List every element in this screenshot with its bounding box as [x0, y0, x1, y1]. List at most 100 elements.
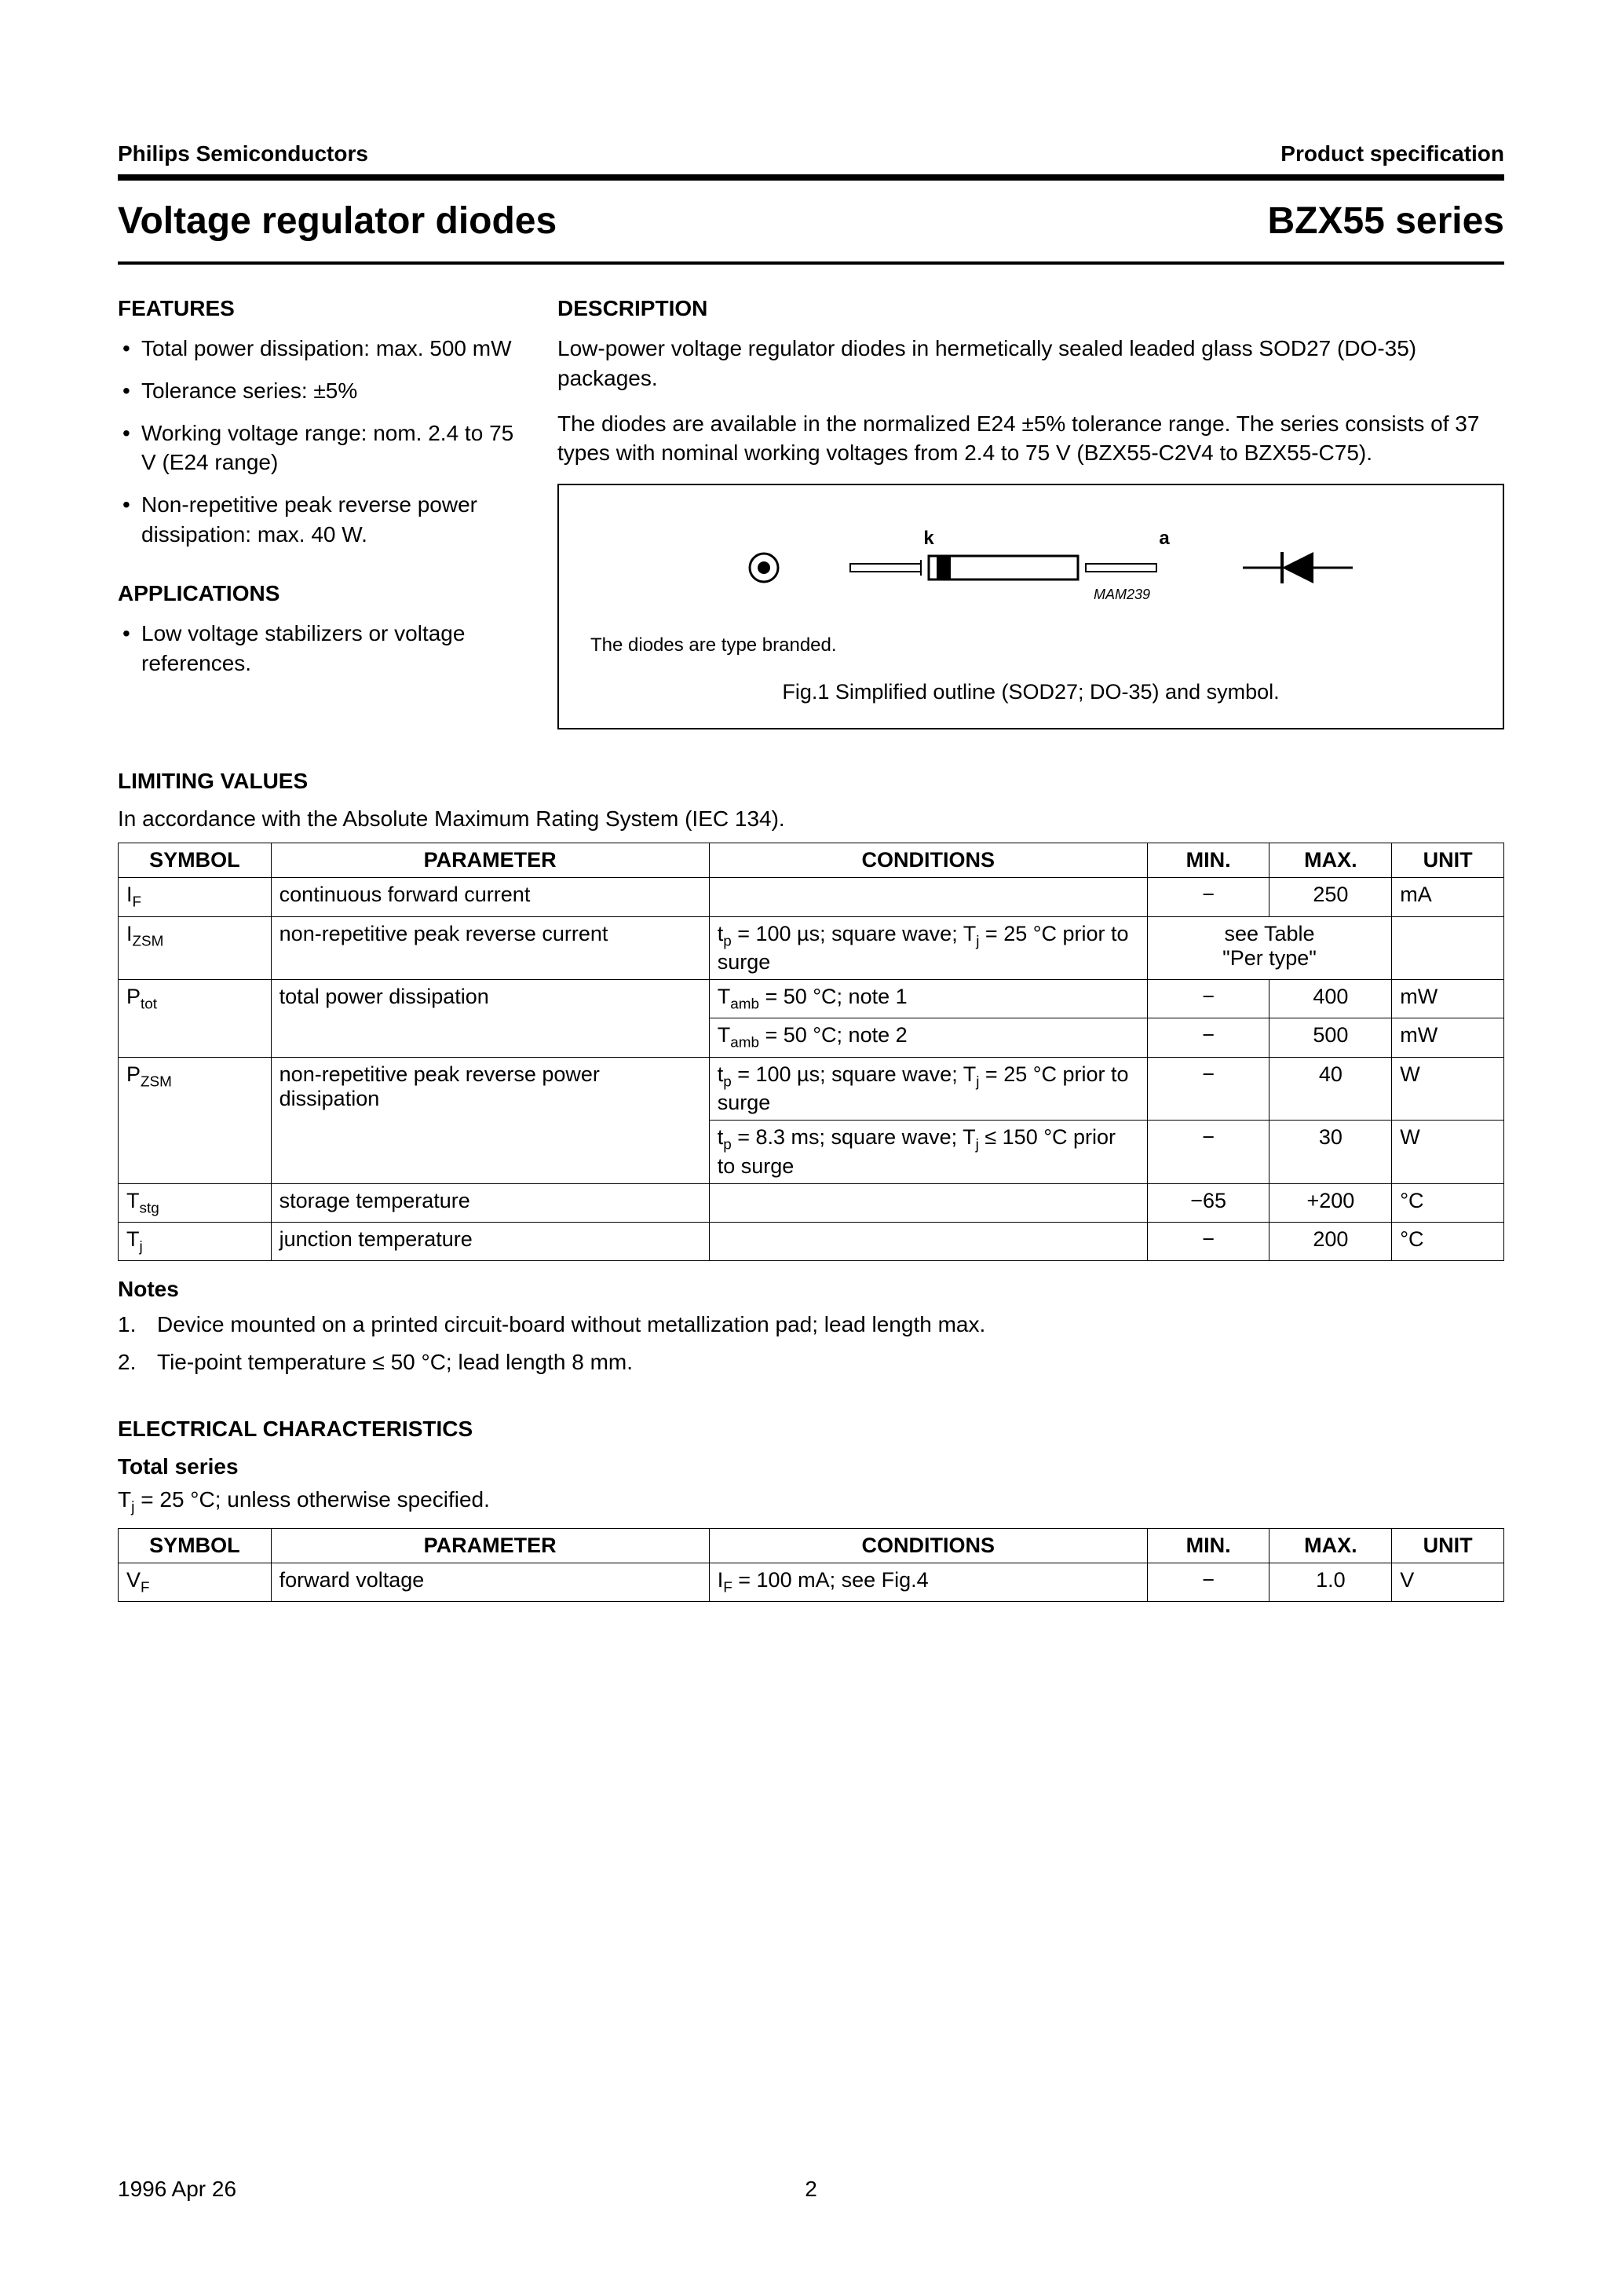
col-unit: UNIT — [1392, 1528, 1504, 1563]
footer-row: 1996 Apr 26 2 — [118, 2177, 1504, 2202]
cell-conditions — [709, 878, 1147, 916]
table-row: Tj junction temperature − 200 °C — [119, 1222, 1504, 1260]
cell-unit: °C — [1392, 1183, 1504, 1222]
header-row: Philips Semiconductors Product specifica… — [118, 141, 1504, 166]
feature-item: Working voltage range: nom. 2.4 to 75 V … — [118, 419, 526, 478]
cell-min: − — [1147, 1563, 1269, 1601]
table-row: Ptot total power dissipation Tamb = 50 °… — [119, 979, 1504, 1018]
electrical-condition-line: Tj = 25 °C; unless otherwise specified. — [118, 1487, 1504, 1517]
cell-parameter: forward voltage — [271, 1563, 709, 1601]
cell-symbol: Ptot — [119, 979, 272, 1057]
feature-item: Total power dissipation: max. 500 mW — [118, 334, 526, 364]
mam-label: MAM239 — [1094, 587, 1150, 602]
feature-item: Tolerance series: ±5% — [118, 376, 526, 406]
description-para: The diodes are available in the normaliz… — [557, 409, 1504, 469]
cell-max: 500 — [1269, 1018, 1392, 1057]
cell-unit: mW — [1392, 1018, 1504, 1057]
divider-thin — [118, 261, 1504, 265]
cell-parameter: non-repetitive peak reverse power dissip… — [271, 1057, 709, 1183]
cell-max: 30 — [1269, 1121, 1392, 1183]
header-right: Product specification — [1280, 141, 1504, 166]
k-label: k — [923, 528, 934, 549]
cell-min: − — [1147, 1018, 1269, 1057]
cell-parameter: storage temperature — [271, 1183, 709, 1222]
col-max: MAX. — [1269, 1528, 1392, 1563]
cell-parameter: continuous forward current — [271, 878, 709, 916]
footer-page: 2 — [805, 2177, 817, 2202]
cell-max: 400 — [1269, 979, 1392, 1018]
cell-max: 250 — [1269, 878, 1392, 916]
limiting-intro: In accordance with the Absolute Maximum … — [118, 806, 1504, 832]
features-list: Total power dissipation: max. 500 mW Tol… — [118, 334, 526, 550]
limiting-section: LIMITING VALUES In accordance with the A… — [118, 769, 1504, 1377]
diode-outline-svg: k a MAM239 — [678, 521, 1384, 615]
cell-min: − — [1147, 1057, 1269, 1120]
cell-unit — [1392, 916, 1504, 979]
col-conditions: CONDITIONS — [709, 1528, 1147, 1563]
cell-unit: W — [1392, 1057, 1504, 1120]
notes-heading: Notes — [118, 1277, 1504, 1302]
cell-symbol: VF — [119, 1563, 272, 1601]
table-row: Tstg storage temperature −65 +200 °C — [119, 1183, 1504, 1222]
footer-date: 1996 Apr 26 — [118, 2177, 236, 2202]
cell-unit: V — [1392, 1563, 1504, 1601]
table-row: VF forward voltage IF = 100 mA; see Fig.… — [119, 1563, 1504, 1601]
electrical-sub-heading: Total series — [118, 1454, 1504, 1479]
left-column: FEATURES Total power dissipation: max. 5… — [118, 296, 526, 729]
description-heading: DESCRIPTION — [557, 296, 1504, 321]
cell-max: 200 — [1269, 1222, 1392, 1260]
col-parameter: PARAMETER — [271, 1528, 709, 1563]
figure-caption: Fig.1 Simplified outline (SOD27; DO-35) … — [583, 680, 1479, 704]
cell-conditions: tp = 100 µs; square wave; Tj = 25 °C pri… — [709, 916, 1147, 979]
cell-unit: mA — [1392, 878, 1504, 916]
col-conditions: CONDITIONS — [709, 843, 1147, 878]
a-label: a — [1159, 528, 1170, 549]
cell-max: +200 — [1269, 1183, 1392, 1222]
note-item: Device mounted on a printed circuit-boar… — [118, 1310, 1504, 1340]
table-row: PZSM non-repetitive peak reverse power d… — [119, 1057, 1504, 1120]
cell-parameter: non-repetitive peak reverse current — [271, 916, 709, 979]
figure-box: k a MAM239 — [557, 484, 1504, 729]
divider-thick — [118, 174, 1504, 181]
cell-min: −65 — [1147, 1183, 1269, 1222]
page-title: Voltage regulator diodes — [118, 199, 557, 243]
features-heading: FEATURES — [118, 296, 526, 321]
header-left: Philips Semiconductors — [118, 141, 368, 166]
title-row: Voltage regulator diodes BZX55 series — [118, 181, 1504, 261]
cell-min: − — [1147, 1222, 1269, 1260]
col-min: MIN. — [1147, 843, 1269, 878]
figure-note: The diodes are type branded. — [590, 634, 1479, 656]
cell-min: − — [1147, 979, 1269, 1018]
electrical-table: SYMBOL PARAMETER CONDITIONS MIN. MAX. UN… — [118, 1528, 1504, 1602]
cell-symbol: Tstg — [119, 1183, 272, 1222]
cell-parameter: junction temperature — [271, 1222, 709, 1260]
electrical-section: ELECTRICAL CHARACTERISTICS Total series … — [118, 1417, 1504, 1602]
electrical-heading: ELECTRICAL CHARACTERISTICS — [118, 1417, 1504, 1442]
cell-conditions: Tamb = 50 °C; note 2 — [709, 1018, 1147, 1057]
note-item: Tie-point temperature ≤ 50 °C; lead leng… — [118, 1347, 1504, 1377]
cell-conditions — [709, 1183, 1147, 1222]
cell-max: 1.0 — [1269, 1563, 1392, 1601]
cell-symbol: Tj — [119, 1222, 272, 1260]
cell-conditions: tp = 8.3 ms; square wave; Tj ≤ 150 °C pr… — [709, 1121, 1147, 1183]
cell-conditions: IF = 100 mA; see Fig.4 — [709, 1563, 1147, 1601]
col-unit: UNIT — [1392, 843, 1504, 878]
applications-heading: APPLICATIONS — [118, 581, 526, 606]
figure-drawing: k a MAM239 — [583, 517, 1479, 619]
cell-min: − — [1147, 878, 1269, 916]
description-para: Low-power voltage regulator diodes in he… — [557, 334, 1504, 393]
table-header-row: SYMBOL PARAMETER CONDITIONS MIN. MAX. UN… — [119, 1528, 1504, 1563]
cell-symbol: IZSM — [119, 916, 272, 979]
series-title: BZX55 series — [1267, 199, 1504, 243]
limiting-table: SYMBOL PARAMETER CONDITIONS MIN. MAX. UN… — [118, 843, 1504, 1261]
cell-min: − — [1147, 1121, 1269, 1183]
content-row: FEATURES Total power dissipation: max. 5… — [118, 296, 1504, 729]
cell-conditions: Tamb = 50 °C; note 1 — [709, 979, 1147, 1018]
cell-unit: °C — [1392, 1222, 1504, 1260]
applications-list: Low voltage stabilizers or voltage refer… — [118, 619, 526, 678]
feature-item: Non-repetitive peak reverse power dissip… — [118, 490, 526, 550]
cell-minmax-merged: see Table"Per type" — [1147, 916, 1391, 979]
table-row: IF continuous forward current − 250 mA — [119, 878, 1504, 916]
table-row: IZSM non-repetitive peak reverse current… — [119, 916, 1504, 979]
cell-unit: mW — [1392, 979, 1504, 1018]
